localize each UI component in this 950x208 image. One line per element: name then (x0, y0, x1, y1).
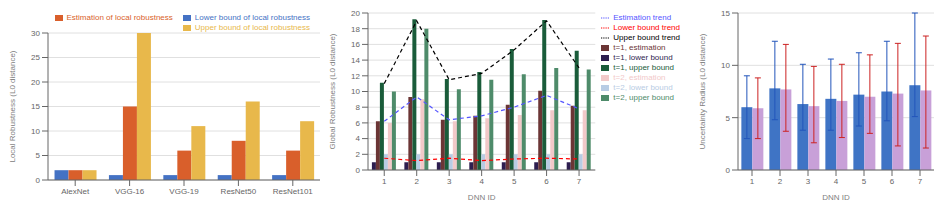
html-text:t=1, lower bound: t=1, lower bound (613, 53, 673, 62)
svg-text:10: 10 (31, 127, 40, 136)
svg-text:2: 2 (356, 150, 361, 159)
html-text:t=2, lower bound: t=2, lower bound (613, 83, 673, 92)
svg-text:Uncertainty Radius (L0 distanc: Uncertainty Radius (L0 distance) (698, 33, 707, 149)
svg-text:VGG-16: VGG-16 (115, 187, 145, 196)
svg-text:4: 4 (479, 177, 484, 186)
svg-text:AlexNet: AlexNet (61, 187, 90, 196)
svg-text:3: 3 (806, 177, 811, 186)
svg-text:6: 6 (890, 177, 895, 186)
html-text:t=1, estimation: t=1, estimation (613, 43, 666, 52)
svg-text:0: 0 (726, 166, 731, 175)
svg-text:7: 7 (577, 177, 582, 186)
svg-text:10: 10 (351, 87, 360, 96)
svg-text:4: 4 (356, 134, 361, 143)
svg-text:ResNet50: ResNet50 (221, 187, 257, 196)
svg-text:10: 10 (721, 61, 730, 70)
svg-text:20: 20 (351, 9, 360, 18)
svg-text:3: 3 (447, 177, 452, 186)
svg-text:7: 7 (918, 177, 923, 186)
svg-text:0: 0 (356, 166, 361, 175)
svg-text:12: 12 (351, 72, 360, 81)
svg-text:DNN ID: DNN ID (468, 193, 496, 200)
html-text:Lower bound of local robustnes: Lower bound of local robustness (194, 13, 310, 22)
svg-text:15: 15 (721, 9, 730, 18)
svg-text:1: 1 (750, 177, 755, 186)
svg-text:DNN ID: DNN ID (822, 193, 850, 200)
html-text:Estimation trend: Estimation trend (613, 13, 672, 22)
svg-text:1: 1 (382, 177, 387, 186)
svg-text:Local Robustness (L0 distance): Local Robustness (L0 distance) (8, 50, 17, 162)
html-text:Upper bound of local robustnes: Upper bound of local robustness (194, 23, 310, 32)
svg-text:VGG-19: VGG-19 (169, 187, 199, 196)
svg-text:18: 18 (351, 25, 360, 34)
svg-text:30: 30 (31, 29, 40, 38)
svg-text:14: 14 (351, 56, 360, 65)
html-text:Upper bound trend: Upper bound trend (613, 33, 680, 42)
svg-text:5: 5 (726, 114, 731, 123)
html-text:t=2, upper bound: t=2, upper bound (613, 93, 674, 102)
svg-text:5: 5 (36, 151, 41, 160)
svg-text:8: 8 (356, 103, 361, 112)
svg-text:Global Robustness (L0 distance: Global Robustness (L0 distance) (328, 33, 337, 149)
svg-text:2: 2 (778, 177, 783, 186)
svg-text:2: 2 (414, 177, 419, 186)
svg-text:5: 5 (512, 177, 517, 186)
svg-text:15: 15 (31, 102, 40, 111)
html-text:Estimation of local robustness: Estimation of local robustness (66, 13, 173, 22)
html-text:Lower bound trend: Lower bound trend (613, 23, 680, 32)
svg-text:6: 6 (356, 119, 361, 128)
svg-text:0: 0 (36, 176, 41, 185)
svg-text:6: 6 (544, 177, 549, 186)
html-text:t=1, upper bound: t=1, upper bound (613, 63, 674, 72)
html-text:t=2, estimation: t=2, estimation (613, 73, 666, 82)
svg-text:4: 4 (834, 177, 839, 186)
svg-text:20: 20 (31, 78, 40, 87)
svg-text:ResNet101: ResNet101 (273, 187, 314, 196)
svg-text:25: 25 (31, 53, 40, 62)
svg-text:16: 16 (351, 40, 360, 49)
svg-text:5: 5 (862, 177, 867, 186)
